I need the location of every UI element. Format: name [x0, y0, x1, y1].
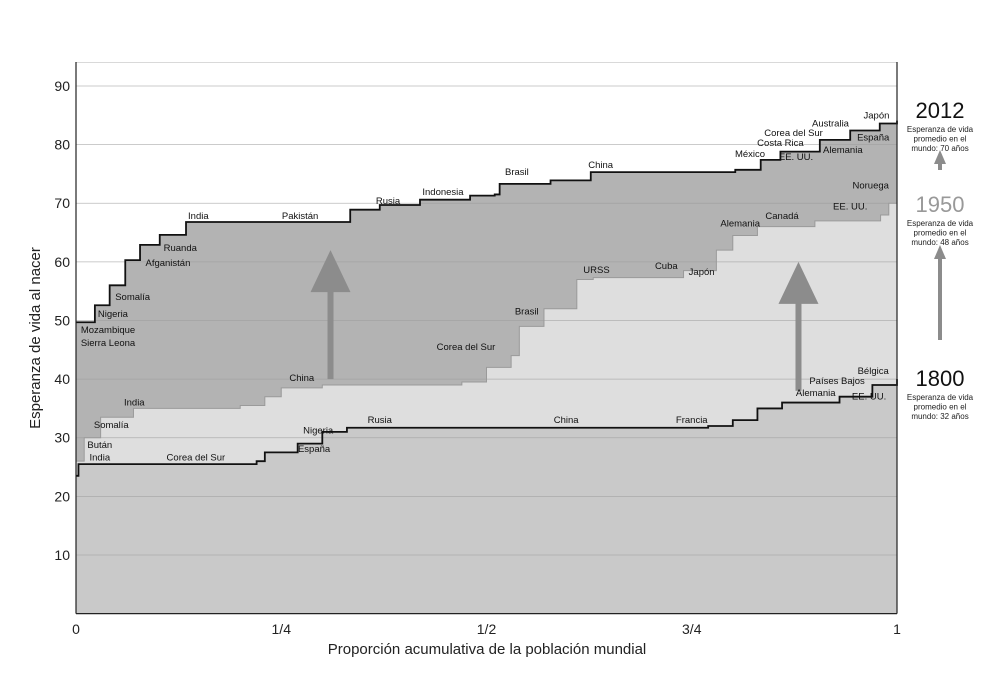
y-tick-label: 20	[54, 488, 70, 504]
legend-caption: Esperanza de vida	[907, 125, 974, 134]
x-tick-label: 1	[893, 621, 901, 637]
legend-arrow-shaft	[938, 160, 942, 170]
y-tick-label: 90	[54, 78, 70, 94]
country-label: Alemania	[823, 145, 863, 156]
legend-caption: promedio en el	[914, 229, 967, 238]
country-label: EE. UU.	[779, 152, 813, 163]
arrow-shaft	[327, 290, 334, 380]
line-1950	[76, 191, 898, 462]
country-label: Noruega	[853, 181, 890, 192]
country-label: Japón	[689, 267, 715, 278]
country-label: Bután	[87, 440, 112, 451]
legend-year: 2012	[916, 98, 965, 123]
x-tick-label: 0	[72, 621, 80, 637]
country-label: Indonesia	[422, 187, 464, 198]
line-1800	[76, 379, 898, 477]
country-label: Ruanda	[164, 243, 198, 254]
country-label: Costa Rica	[757, 138, 804, 149]
country-label: India	[188, 211, 209, 222]
legend-caption: promedio en el	[914, 135, 967, 144]
y-tick-label: 80	[54, 137, 70, 153]
arrow-up-icon	[778, 261, 819, 304]
country-label: China	[588, 160, 614, 171]
country-label: Japón	[864, 110, 890, 121]
arrow-shaft	[795, 301, 802, 391]
country-label: Sierra Leona	[81, 338, 136, 349]
country-label: Somalía	[94, 420, 130, 431]
line-2012	[76, 120, 898, 324]
y-tick-label: 60	[54, 254, 70, 270]
country-label: URSS	[583, 265, 609, 276]
legend-caption: mundo: 70 años	[911, 144, 968, 153]
legend-arrow-shaft	[938, 255, 942, 340]
country-label: España	[298, 444, 331, 455]
legend-caption: mundo: 48 años	[911, 238, 968, 247]
country-label: India	[124, 398, 145, 409]
country-label: México	[735, 149, 765, 160]
country-label: China	[289, 373, 315, 384]
country-label: Corea del Sur	[437, 342, 496, 353]
x-tick-label: 1/2	[477, 621, 497, 637]
country-label: Bélgica	[858, 366, 890, 377]
country-label: India	[90, 453, 111, 464]
country-label: Afganistán	[145, 258, 190, 269]
country-label: Cuba	[655, 261, 678, 272]
country-label: Canadá	[765, 211, 799, 222]
country-label: China	[554, 415, 580, 426]
legend-arrow-up-icon	[934, 150, 946, 164]
y-axis-label: Esperanza de vida al nacer	[27, 247, 44, 429]
y-tick-label: 30	[54, 430, 70, 446]
legend-caption: Esperanza de vida	[907, 393, 974, 402]
country-label: Alemania	[796, 388, 836, 399]
legend-caption: mundo: 32 años	[911, 412, 968, 421]
x-axis-label: Proporción acumulativa de la población m…	[328, 641, 647, 658]
country-label: Países Bajos	[809, 376, 865, 387]
x-tick-label: 3/4	[682, 621, 702, 637]
legend-year: 1800	[916, 366, 965, 391]
legend-year: 1950	[916, 192, 965, 217]
country-label: España	[857, 133, 890, 144]
country-label: Corea del Sur	[764, 128, 823, 139]
country-label: Nigeria	[303, 426, 334, 437]
y-tick-label: 50	[54, 312, 70, 328]
legend-caption: promedio en el	[914, 403, 967, 412]
country-label: Rusia	[376, 196, 401, 207]
country-label: EE. UU.	[852, 392, 886, 403]
country-label: Alemania	[720, 219, 760, 230]
country-label: Australia	[812, 118, 850, 129]
country-label: EE. UU.	[833, 202, 867, 213]
x-tick-label: 1/4	[272, 621, 292, 637]
country-label: Brasil	[505, 167, 529, 178]
country-label: Pakistán	[282, 211, 318, 222]
country-label: Brasil	[515, 307, 539, 318]
y-tick-label: 40	[54, 371, 70, 387]
legend-caption: Esperanza de vida	[907, 219, 974, 228]
arrow-up-icon	[310, 250, 351, 293]
country-label: Corea del Sur	[167, 453, 226, 464]
country-label: Mozambique	[81, 325, 135, 336]
legend-arrow-up-icon	[934, 245, 946, 259]
y-tick-label: 70	[54, 195, 70, 211]
y-tick-label: 10	[54, 547, 70, 563]
country-label: Nigeria	[98, 309, 129, 320]
country-label: Rusia	[368, 415, 393, 426]
country-label: Francia	[676, 415, 708, 426]
country-label: Somalía	[115, 292, 151, 303]
